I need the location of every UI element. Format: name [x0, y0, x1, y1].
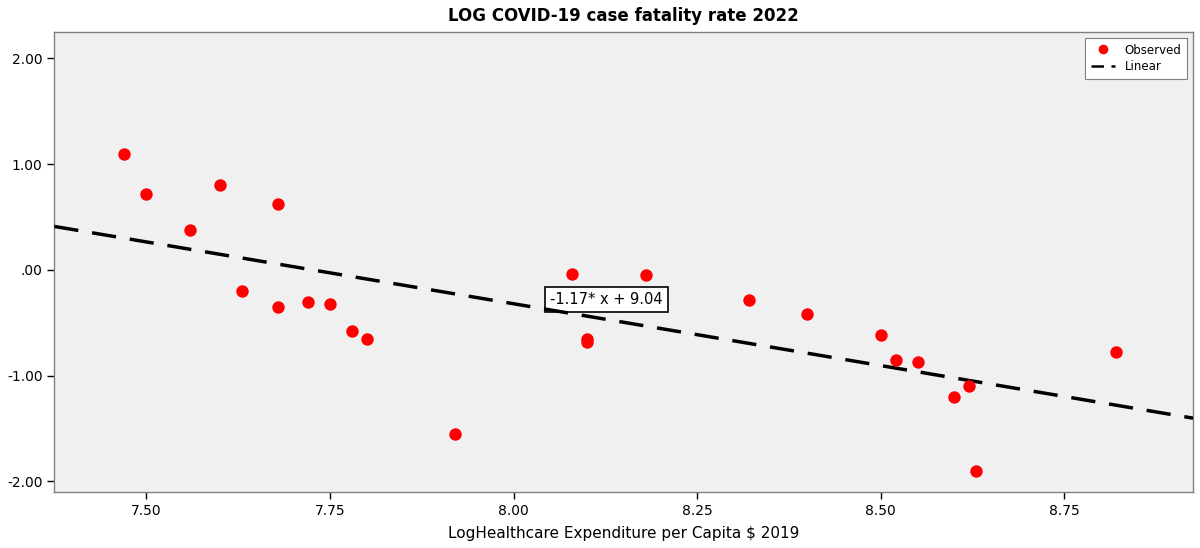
Point	[871, 331, 890, 340]
Point	[181, 225, 200, 234]
Point	[232, 287, 251, 295]
Point	[577, 338, 596, 346]
Point	[739, 295, 758, 304]
Text: -1.17* x + 9.04: -1.17* x + 9.04	[551, 292, 662, 307]
Point	[577, 334, 596, 343]
Point	[320, 299, 340, 308]
Point	[944, 392, 964, 401]
Point	[114, 149, 133, 158]
Point	[299, 297, 318, 306]
Point	[886, 356, 905, 364]
Point	[137, 190, 156, 198]
Point	[342, 327, 361, 335]
Point	[563, 270, 582, 278]
X-axis label: LogHealthcare Expenditure per Capita $ 2019: LogHealthcare Expenditure per Capita $ 2…	[448, 526, 799, 541]
Point	[636, 271, 655, 279]
Point	[1106, 348, 1126, 357]
Point	[798, 310, 817, 319]
Legend: Observed, Linear: Observed, Linear	[1086, 38, 1187, 79]
Point	[356, 334, 376, 343]
Point	[445, 430, 464, 438]
Point	[959, 382, 978, 391]
Point	[210, 181, 229, 190]
Title: LOG COVID-19 case fatality rate 2022: LOG COVID-19 case fatality rate 2022	[449, 7, 799, 25]
Point	[269, 200, 288, 209]
Point	[269, 302, 288, 311]
Point	[967, 466, 986, 475]
Point	[908, 357, 928, 366]
